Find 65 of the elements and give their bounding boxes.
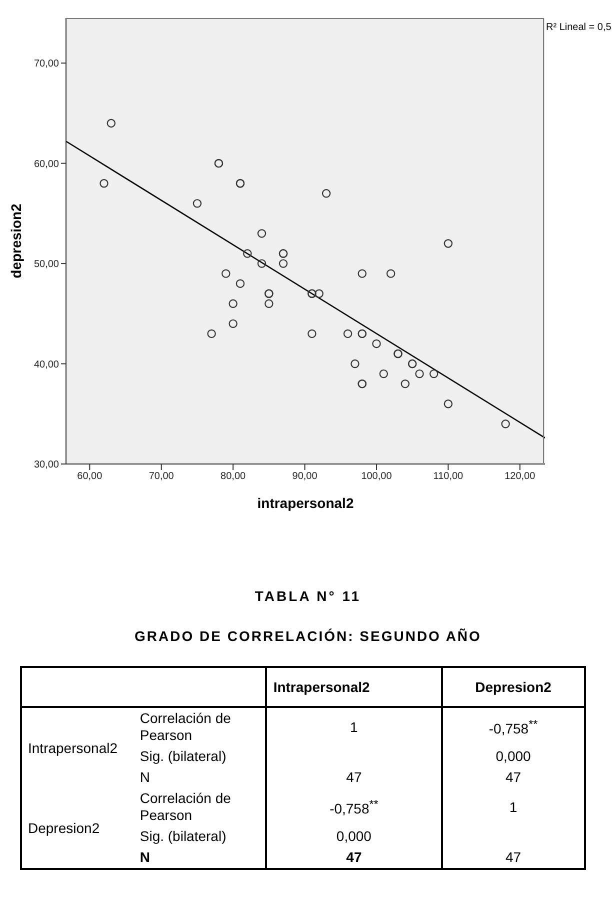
x-tick-label: 90,00	[292, 471, 318, 482]
y-axis-title: depresion2	[8, 203, 24, 278]
x-tick-label: 70,00	[148, 471, 174, 482]
point	[322, 189, 331, 198]
text: 47	[442, 767, 585, 788]
text: Sig. (bilateral)	[138, 827, 228, 846]
y-tick-label: 30,00	[34, 460, 60, 471]
point	[358, 269, 366, 278]
text: 47	[266, 767, 442, 788]
point	[264, 299, 274, 308]
y-tick-label: 70,00	[34, 58, 60, 70]
text: Sig. (bilateral)	[138, 747, 228, 766]
point	[444, 400, 453, 408]
y-tick-label: 40,00	[34, 359, 60, 370]
x-axis-title: intrapersonal2	[257, 495, 354, 511]
point	[501, 420, 510, 428]
x-tick-label: 60,00	[77, 471, 103, 482]
point	[192, 199, 202, 208]
point	[430, 369, 438, 378]
text: N	[138, 768, 151, 787]
point	[308, 329, 316, 338]
text: Depresion2	[27, 818, 101, 838]
point	[350, 359, 360, 368]
text: Intrapersonal2	[266, 667, 442, 707]
text: R² Lineal = 0,5	[546, 22, 612, 33]
text: 47	[442, 847, 585, 869]
point	[415, 369, 424, 378]
text: -0,758$^{**}$	[266, 788, 442, 826]
point	[100, 179, 108, 188]
point	[243, 249, 252, 258]
point	[314, 289, 324, 298]
text: Intrapersonal2	[27, 738, 119, 758]
x-tick-label: 100,00	[361, 471, 392, 482]
x-tick-label: 120,00	[504, 471, 536, 482]
point	[386, 269, 396, 278]
text: 0,000	[442, 746, 585, 767]
point	[278, 259, 288, 268]
point	[207, 329, 216, 338]
text: Depresion2	[442, 667, 585, 707]
point	[257, 229, 266, 238]
text: Correlación de Pearson	[138, 789, 232, 825]
point	[228, 319, 238, 328]
point	[222, 269, 230, 278]
y-tick-label: 60,00	[34, 158, 60, 170]
point	[444, 239, 453, 248]
text: 1	[266, 707, 442, 746]
text: 0,000	[266, 826, 442, 847]
point	[236, 279, 245, 288]
point	[372, 339, 381, 348]
y-tick-label: 50,00	[34, 259, 60, 270]
text: Correlación de Pearson	[138, 709, 232, 745]
text: N	[138, 848, 151, 867]
text: GRADO DE CORRELACIÓN: SEGUNDO AÑO	[134, 628, 482, 644]
point	[106, 118, 116, 128]
text: 47	[266, 847, 442, 869]
point	[257, 259, 266, 268]
point	[343, 329, 352, 338]
x-tick-label: 80,00	[220, 471, 246, 482]
point	[228, 299, 238, 308]
text: 1	[442, 788, 585, 826]
text: TABLA N° 11	[254, 588, 362, 604]
text: -0,758$^{**}$	[442, 707, 585, 746]
point	[400, 379, 410, 388]
x-tick-label: 110,00	[433, 471, 464, 482]
point	[379, 369, 388, 378]
